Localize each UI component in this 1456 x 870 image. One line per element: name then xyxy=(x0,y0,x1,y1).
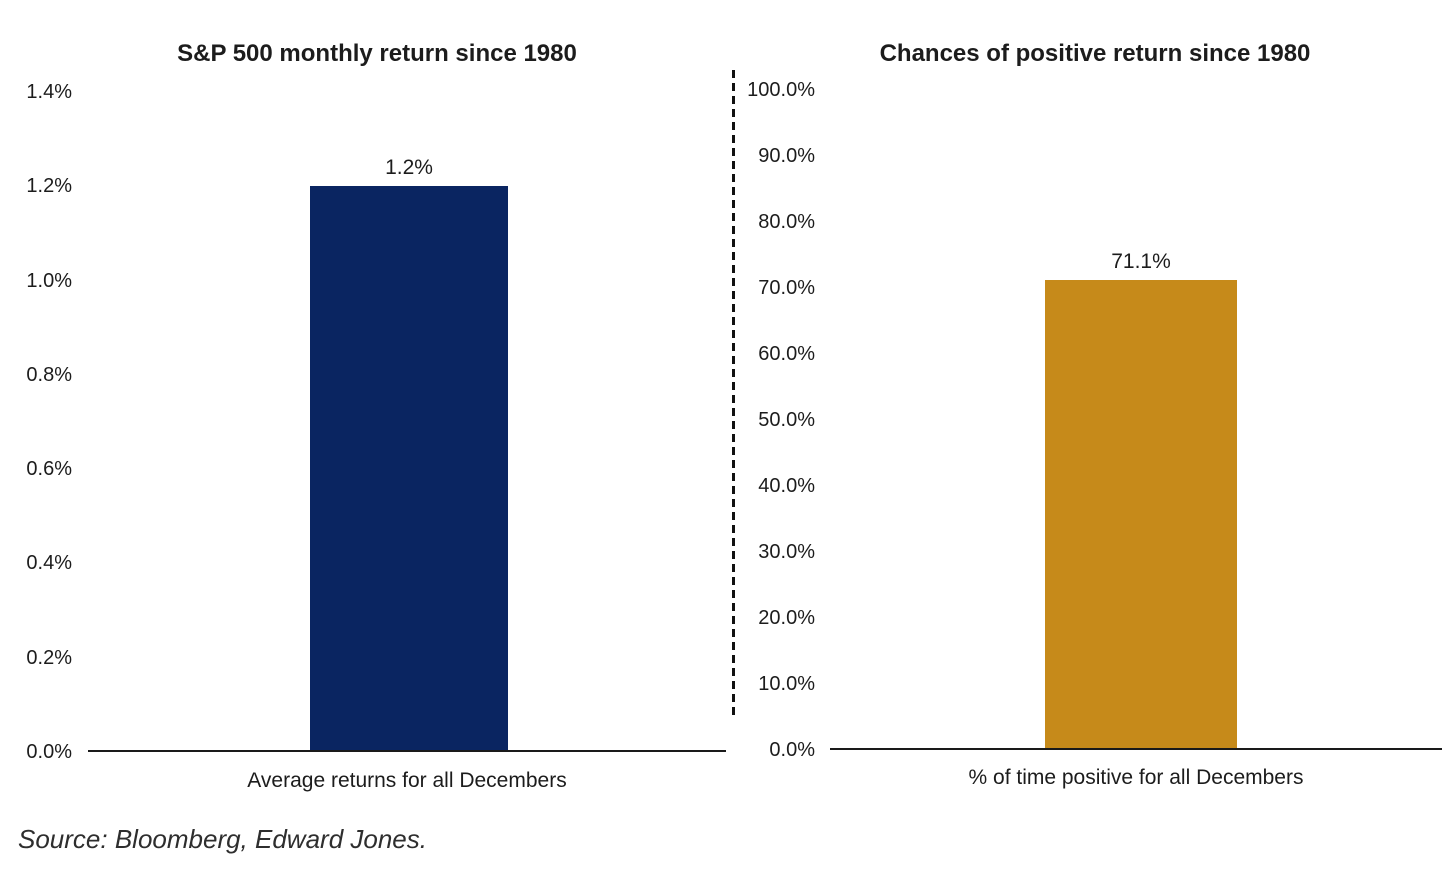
y-axis: 0.0% 10.0% 20.0% 30.0% 40.0% 50.0% 60.0% 70.0% 8… xyxy=(744,80,815,760)
y-axis-tick-label: 50.0% xyxy=(758,409,815,431)
average-return-bar xyxy=(310,186,508,750)
bar-value-label: 71.1% xyxy=(1111,250,1171,274)
y-axis-tick-label: 10.0% xyxy=(758,673,815,695)
y-axis-tick-label: 30.0% xyxy=(758,541,815,563)
plot-area: 71.1% xyxy=(830,90,1442,750)
bar-column: 1.2% xyxy=(310,92,508,750)
y-axis-tick-label: 1.4% xyxy=(26,81,72,103)
y-axis-tick-label: 80.0% xyxy=(758,211,815,233)
y-axis-tick-label: 0.2% xyxy=(26,646,72,669)
chart-title: S&P 500 monthly return since 1980 xyxy=(177,40,577,67)
x-axis-label: % of time positive for all Decembers xyxy=(968,766,1304,789)
y-axis-tick-label: 0.4% xyxy=(26,552,72,575)
source-note: Source: Bloomberg, Edward Jones. xyxy=(18,824,427,854)
y-axis-tick-label: 0.0% xyxy=(769,739,815,761)
y-axis-tick-label: 100.0% xyxy=(747,79,815,101)
bar-value-label: 1.2% xyxy=(385,155,433,179)
positive-chance-bar xyxy=(1045,280,1237,748)
y-axis-tick-label: 20.0% xyxy=(758,607,815,629)
y-axis-tick-label: 0.6% xyxy=(26,458,72,481)
chart-sp500-monthly-return: S&P 500 monthly return since 1980 0.0% 0.… xyxy=(0,0,734,810)
y-axis-tick-label: 70.0% xyxy=(758,277,815,299)
y-axis-tick-label: 0.0% xyxy=(26,741,72,763)
x-axis-label: Average returns for all Decembers xyxy=(247,769,567,792)
y-axis-tick-label: 60.0% xyxy=(758,343,815,365)
y-axis-tick-label: 1.2% xyxy=(26,175,72,198)
y-axis-tick-label: 0.8% xyxy=(26,363,72,386)
y-axis-tick-label: 1.0% xyxy=(26,269,72,292)
chart-chances-positive-return: Chances of positive return since 1980 0.… xyxy=(734,0,1456,810)
y-axis-tick-label: 90.0% xyxy=(758,145,815,167)
chart-title: Chances of positive return since 1980 xyxy=(879,40,1311,67)
y-axis: 0.0% 0.2% 0.4% 0.6% 0.8% 1.0% 1.2% 1.4% xyxy=(12,82,72,762)
plot-area: 1.2% xyxy=(88,92,726,752)
chart-divider-dashed-line xyxy=(732,70,735,716)
bar-column: 71.1% xyxy=(1045,90,1237,748)
y-axis-tick-label: 40.0% xyxy=(758,475,815,497)
